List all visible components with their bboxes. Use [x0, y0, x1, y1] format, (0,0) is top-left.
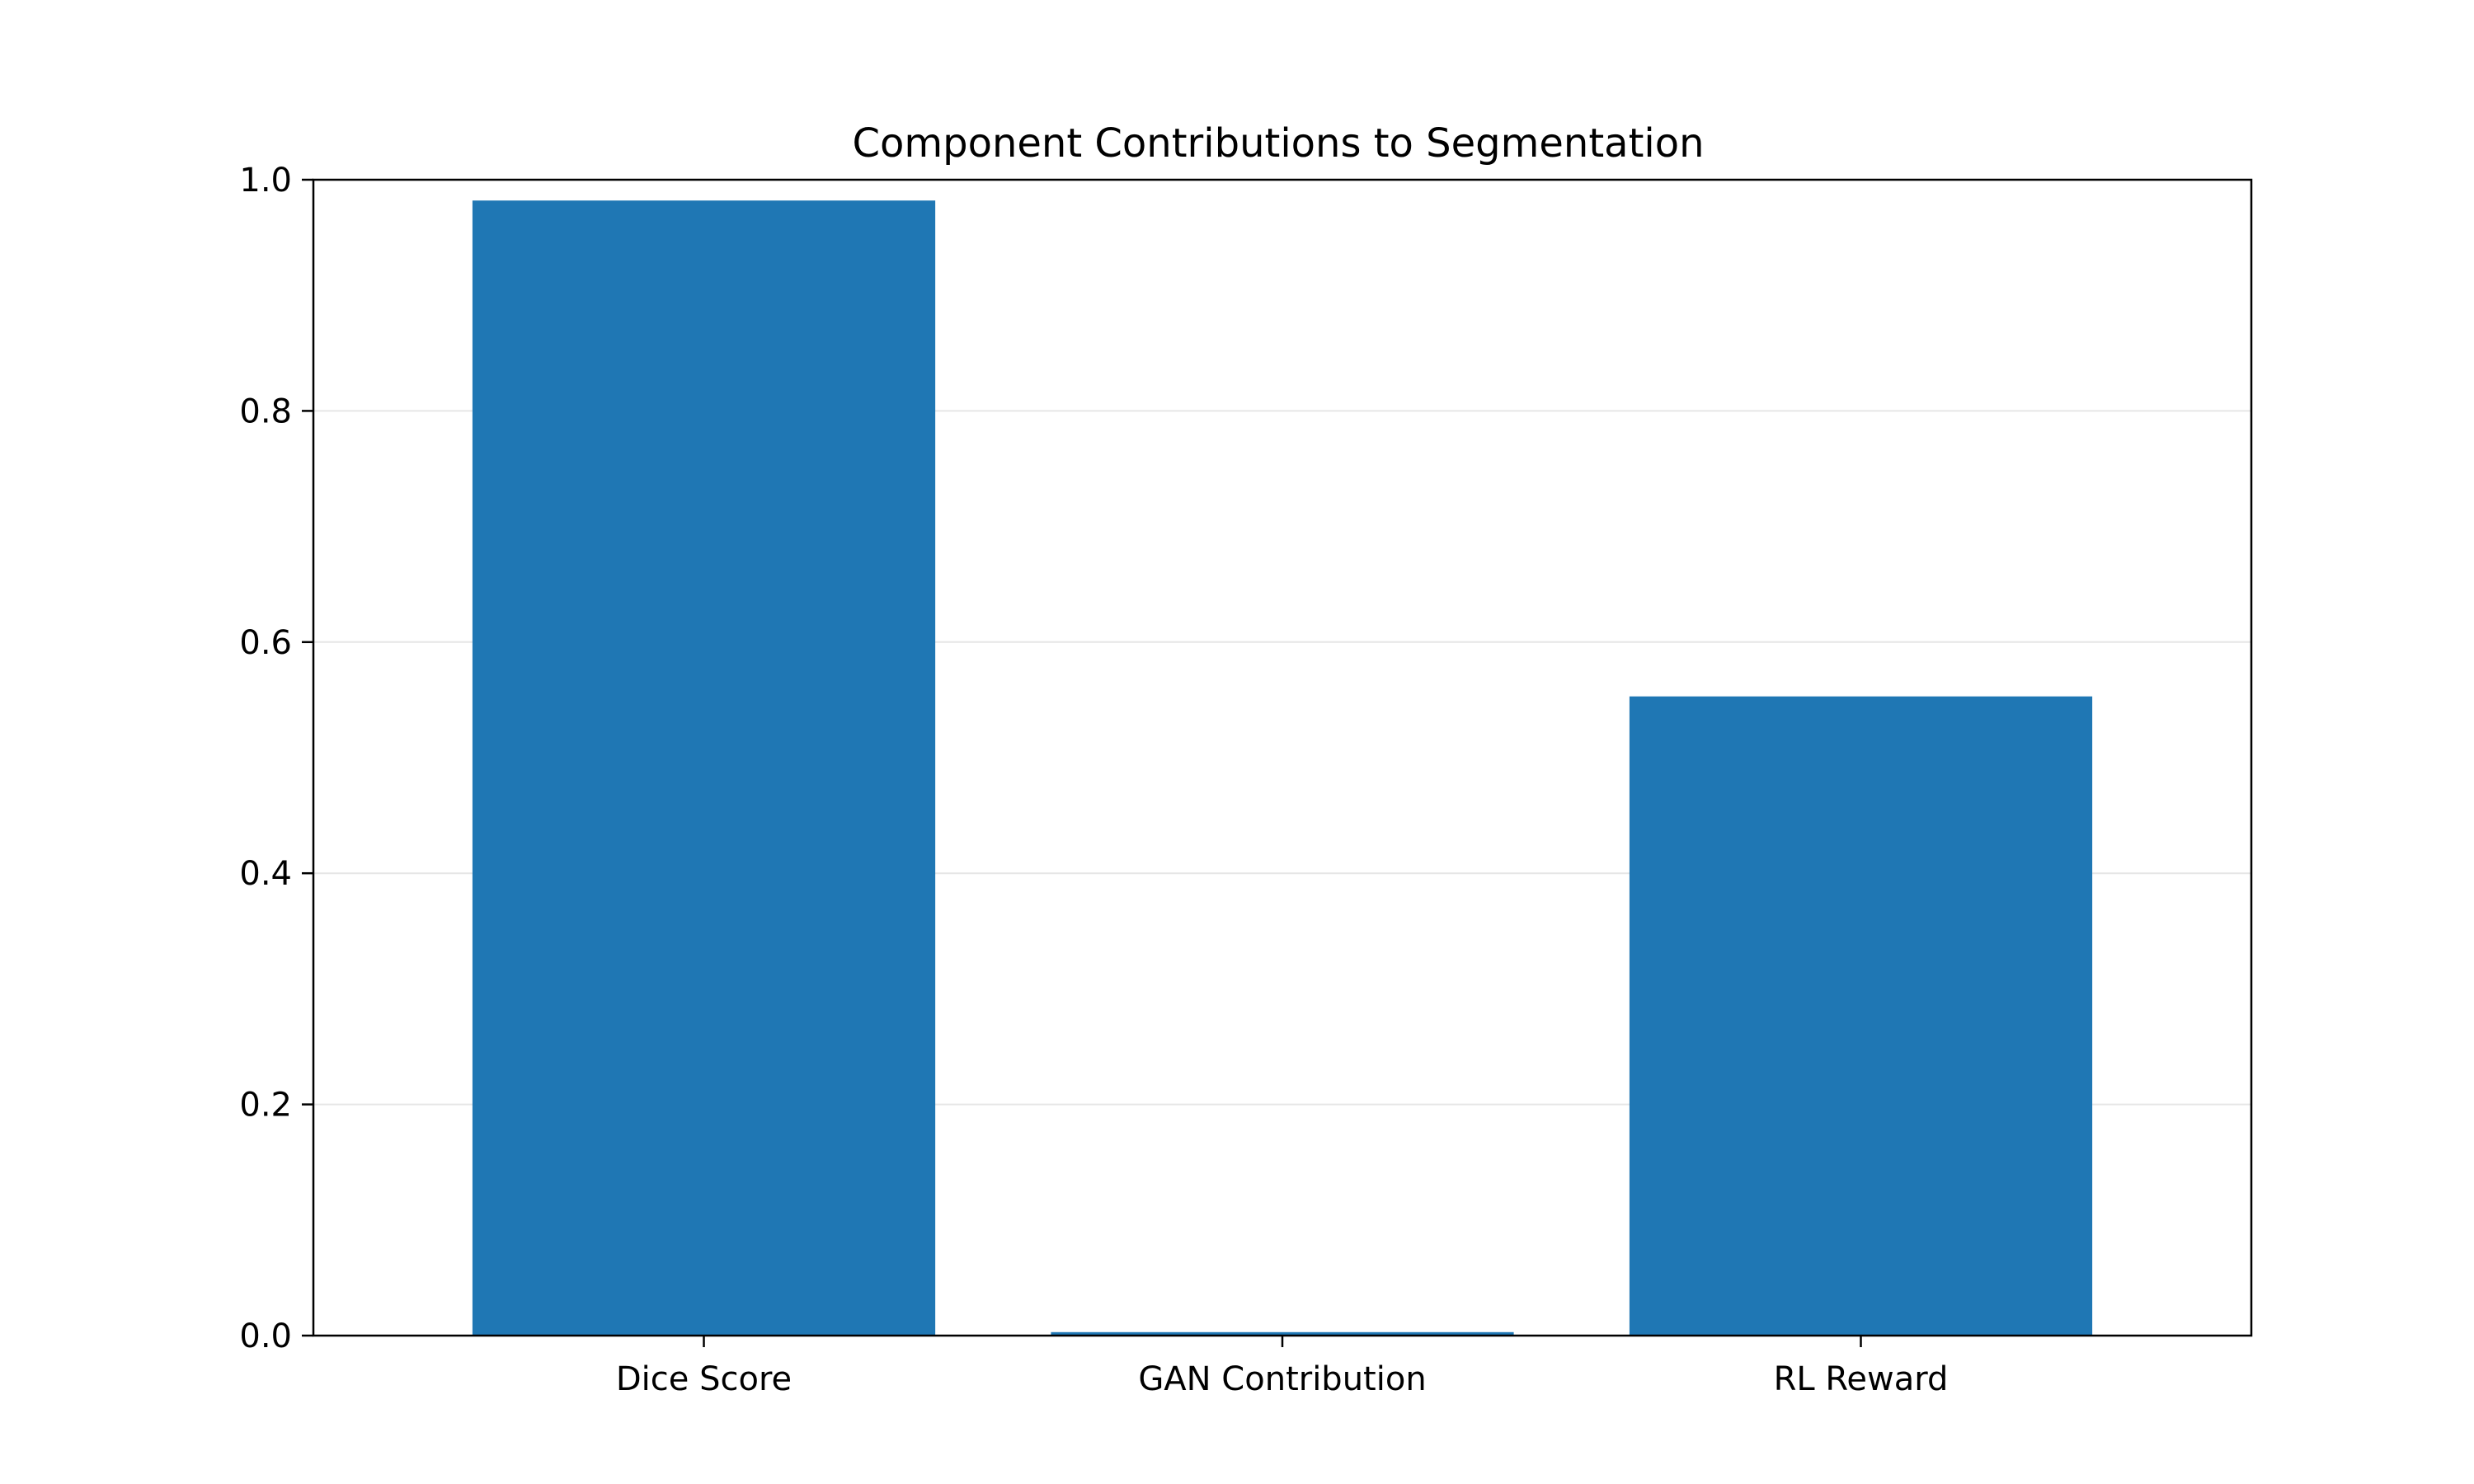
x-tick-label: GAN Contribution	[1138, 1360, 1426, 1398]
y-tick-label: 0.2	[239, 1087, 292, 1125]
x-tick-label: Dice Score	[616, 1360, 792, 1398]
x-tick-label: RL Reward	[1774, 1360, 1949, 1398]
bar-rl-reward	[1629, 696, 2093, 1336]
x-axis-ticks: Dice Score GAN Contribution RL Reward	[616, 1336, 1949, 1398]
y-axis-ticks: 0.0 0.2 0.4 0.6 0.8 1.0	[239, 162, 313, 1355]
y-tick-label: 0.6	[239, 624, 292, 662]
bar-dice-score	[472, 200, 936, 1336]
bar-gan-contribution	[1051, 1331, 1514, 1336]
y-tick-label: 0.4	[239, 855, 292, 893]
y-tick-label: 0.0	[239, 1317, 292, 1355]
y-tick-label: 1.0	[239, 162, 292, 200]
y-tick-label: 0.8	[239, 392, 292, 430]
chart-title: Component Contributions to Segmentation	[852, 120, 1704, 167]
bars	[472, 200, 2093, 1336]
